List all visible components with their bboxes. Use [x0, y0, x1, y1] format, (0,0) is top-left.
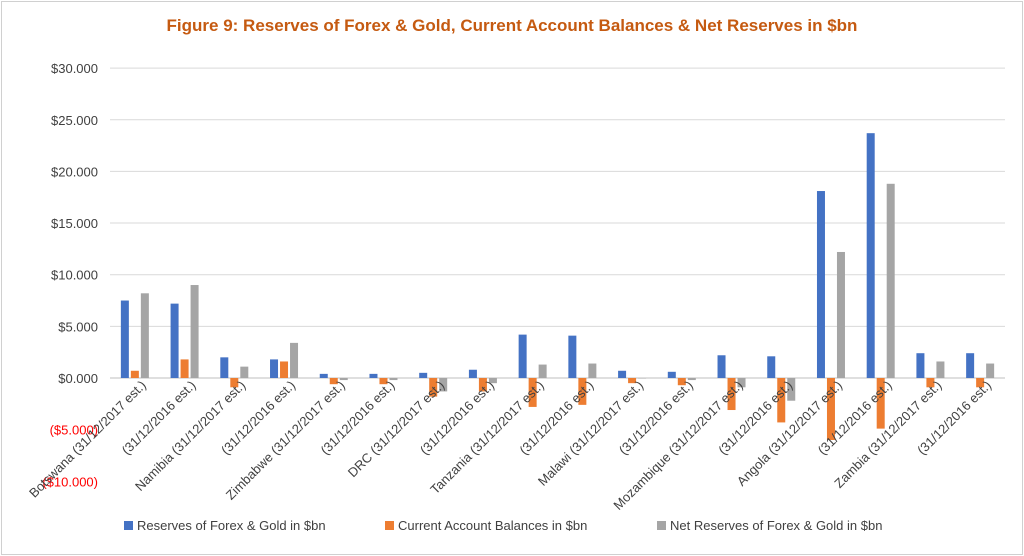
bar — [439, 378, 448, 392]
bar — [538, 364, 547, 378]
y-tick-label: $15.000 — [51, 216, 98, 231]
legend: Reserves of Forex & Gold in $bn Current A… — [124, 518, 882, 533]
y-tick-label: $20.000 — [51, 164, 98, 179]
bar — [419, 372, 428, 378]
bar — [777, 378, 786, 423]
bar — [369, 373, 378, 378]
bar — [339, 378, 348, 381]
bar — [568, 335, 577, 378]
legend-label: Reserves of Forex & Gold in $bn — [137, 518, 326, 533]
bar — [468, 369, 477, 378]
bar — [737, 378, 746, 388]
bar — [528, 378, 537, 407]
bar — [488, 378, 497, 384]
bar — [379, 378, 388, 385]
y-tick-label: ($10.000) — [42, 474, 98, 489]
bar — [429, 378, 438, 397]
bar — [936, 361, 945, 378]
legend-swatch — [124, 521, 133, 530]
bar — [717, 355, 726, 378]
legend-label: Net Reserves of Forex & Gold in $bn — [670, 518, 882, 533]
bar — [220, 357, 229, 378]
bar — [787, 378, 796, 401]
y-tick-label: $30.000 — [51, 61, 98, 76]
bar — [966, 353, 975, 378]
bar — [180, 359, 189, 378]
bar — [170, 303, 179, 378]
chart-title: Figure 9: Reserves of Forex & Gold, Curr… — [166, 16, 858, 35]
bar — [876, 378, 885, 429]
bar — [230, 378, 239, 388]
y-tick-label: ($5.000) — [50, 423, 98, 438]
bar — [130, 370, 139, 378]
gridlines — [110, 67, 1005, 379]
bar — [727, 378, 736, 411]
bar — [190, 285, 199, 378]
y-tick-label: $10.000 — [51, 268, 98, 283]
bar — [270, 359, 279, 378]
bar — [767, 356, 776, 378]
bars — [120, 133, 995, 440]
bar — [240, 366, 249, 378]
bar — [916, 353, 925, 378]
bar — [478, 378, 487, 392]
bar — [976, 378, 985, 388]
bar — [667, 371, 676, 378]
bar — [319, 373, 328, 378]
y-tick-label: $5.000 — [58, 319, 98, 334]
bar — [280, 361, 289, 378]
bar — [628, 378, 637, 384]
legend-label: Current Account Balances in $bn — [398, 518, 587, 533]
bar — [677, 378, 686, 386]
bar — [687, 378, 696, 381]
bar — [886, 183, 895, 378]
bar — [588, 363, 597, 378]
x-tick-label: DRC (31/12/2017 est.) — [345, 378, 448, 481]
bar — [120, 300, 129, 378]
bar — [836, 251, 845, 378]
bar — [826, 378, 835, 440]
bar — [926, 378, 935, 388]
bar — [290, 342, 299, 378]
bar — [329, 378, 338, 385]
bar — [140, 293, 149, 378]
bar — [638, 378, 647, 379]
bar — [866, 133, 875, 378]
legend-swatch — [385, 521, 394, 530]
bar — [986, 363, 995, 378]
y-tick-label: $25.000 — [51, 113, 98, 128]
bar — [816, 191, 825, 378]
bar — [518, 334, 527, 378]
bar — [389, 378, 398, 381]
y-tick-label: $0.000 — [58, 371, 98, 386]
x-axis-tick-labels: Botswana (31/12/2017 est.)(31/12/2016 es… — [26, 378, 994, 513]
y-axis-tick-labels: $30.000 $25.000 $20.000 $15.000 $10.000 $5.00… — [42, 61, 98, 489]
bar — [578, 378, 587, 405]
legend-swatch — [657, 521, 666, 530]
bar — [618, 370, 627, 378]
